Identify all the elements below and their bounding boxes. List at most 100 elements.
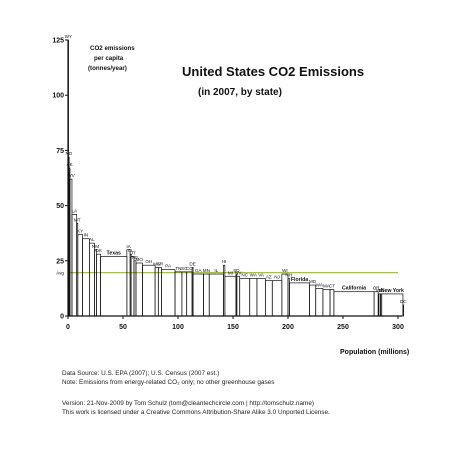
y-axis-label-line-1: CO2 emissions [90, 45, 135, 52]
state-label: Florida [291, 277, 308, 283]
state-label: WI [282, 268, 288, 273]
state-label: OH [145, 259, 152, 264]
state-label: VA [258, 272, 265, 277]
state-label: OR [373, 286, 381, 291]
x-axis-label: Population (millions) [340, 349, 409, 356]
state-label: OK [95, 248, 103, 253]
state-label: WV [67, 173, 75, 178]
state-bar [82, 238, 90, 317]
chart-title: United States CO2 Emissions [182, 64, 364, 79]
state-bar [186, 271, 193, 317]
footer-credits: Version: 21-Nov-2009 by Tom Schulz (tom@… [62, 400, 330, 417]
state-label: MO [136, 257, 144, 262]
chart-subtitle: (in 2007, by state) [198, 87, 282, 98]
data-source-text: Data Source: U.S. EPA (2007); U.S. Censu… [62, 370, 220, 377]
average-line-group: Avg [56, 271, 398, 276]
state-bar [239, 278, 251, 317]
state-label: NV [235, 270, 242, 275]
version-text: Version: 21-Nov-2009 by Tom Schulz (tom@… [62, 400, 315, 407]
state-label: CL [128, 248, 134, 253]
y-tick-label: 125 [52, 38, 64, 45]
state-label: SD [233, 268, 240, 273]
state-label: AK [67, 162, 74, 167]
state-label: NJ [274, 275, 280, 280]
state-bar [130, 256, 135, 317]
y-tick-label: 100 [52, 93, 64, 100]
license-text: This work is licensed under a Creative C… [62, 408, 330, 416]
x-tick-label: 0 [66, 324, 70, 331]
axes-group: 0 25 50 75 100 125 0 50 100 150 200 250 300 [52, 38, 404, 332]
state-label: NH [285, 272, 292, 277]
state-label: California [342, 286, 366, 292]
state-bar [181, 271, 188, 317]
state-bar [161, 269, 176, 317]
state-bar [135, 262, 143, 317]
state-bar [224, 275, 237, 317]
state-bar [289, 282, 310, 317]
state-bar [96, 253, 101, 317]
state-label: IA [126, 244, 131, 249]
state-label: NC [241, 272, 248, 277]
x-tick-label: 200 [282, 324, 294, 331]
state-bar [322, 289, 331, 317]
state-bar [154, 267, 159, 317]
state-label: LA [72, 208, 79, 213]
state-label: NM [92, 244, 99, 249]
state-label: TN [175, 266, 181, 271]
state-label: KY [77, 228, 83, 233]
state-bar [71, 214, 78, 317]
state-label: IL [214, 268, 218, 273]
state-label: Texas [107, 250, 121, 256]
state-bar [174, 271, 183, 317]
state-label: AZ [266, 275, 272, 280]
state-label: CT [329, 284, 335, 289]
state-bar [373, 291, 379, 317]
state-label: MT [74, 217, 81, 222]
state-bar [208, 273, 224, 317]
y-tick-label: 75 [56, 148, 64, 155]
note-text: Note: Emissions from energy-related CO₂ … [62, 378, 275, 386]
state-label: DC [400, 299, 407, 304]
footer-sources: Data Source: U.S. EPA (2007); U.S. Censu… [62, 370, 274, 387]
y-tick-label: 25 [56, 258, 64, 265]
state-bar [157, 267, 162, 317]
state-label: MI [228, 270, 233, 275]
state-bar [88, 242, 95, 317]
x-tick-label: 300 [392, 324, 404, 331]
x-tick-label: 50 [119, 324, 127, 331]
state-label: AR [157, 261, 164, 266]
state-bar [192, 273, 204, 317]
state-bar [249, 278, 258, 317]
state-bar [203, 273, 210, 317]
state-label: WA [250, 272, 258, 277]
y-tick-label: 0 [60, 314, 64, 321]
state-label: CO [186, 266, 193, 271]
average-label: Avg [56, 271, 64, 276]
state-label: DE [189, 261, 195, 266]
state-label: PA [165, 264, 172, 269]
state-label: ND [66, 151, 73, 156]
state-label: New York [381, 288, 404, 294]
state-bar [315, 288, 324, 317]
state-label: VT [376, 288, 382, 293]
x-tick-label: 150 [227, 324, 239, 331]
y-axis-label-line-2: per capita [94, 55, 124, 62]
state-bar [256, 278, 266, 317]
state-bar [381, 293, 404, 317]
state-bar [309, 284, 317, 317]
state-bar [264, 280, 273, 317]
state-label: UT [130, 250, 136, 255]
state-bar [100, 256, 128, 317]
state-bar [281, 273, 289, 317]
state-label: GA [195, 268, 203, 273]
y-tick-label: 50 [56, 203, 64, 210]
x-tick-label: 100 [172, 324, 184, 331]
state-label: WA [316, 282, 324, 287]
state-bar [402, 304, 404, 317]
state-label: NE [132, 255, 138, 260]
state-label: MD [309, 279, 317, 284]
state-label: ID [377, 288, 382, 293]
x-tick-label: 250 [337, 324, 349, 331]
